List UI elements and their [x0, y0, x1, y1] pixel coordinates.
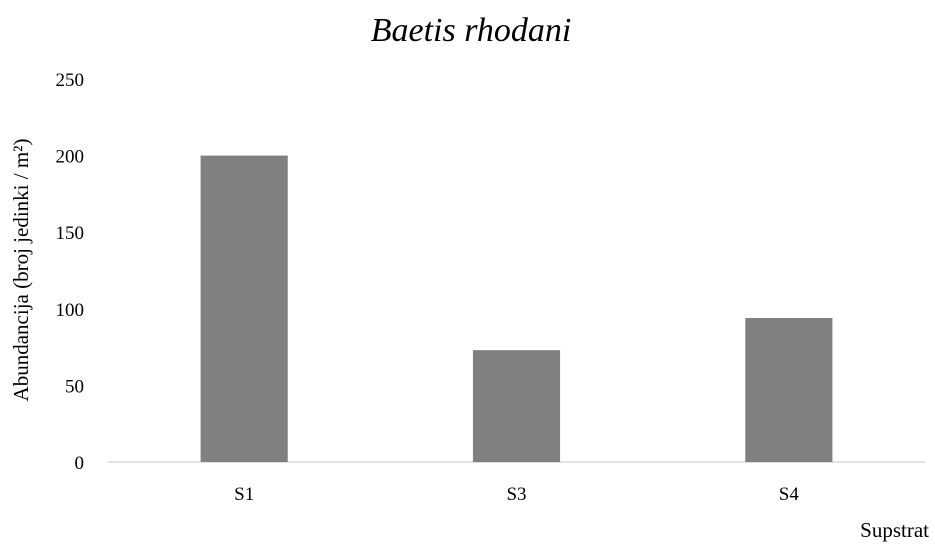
bars-group: [200, 155, 833, 462]
x-tick-label: S4: [779, 484, 800, 505]
bar-s1: [200, 155, 288, 462]
x-axis-title: Supstrat: [860, 518, 929, 542]
x-tick-label: S1: [234, 484, 254, 505]
x-tick-label: S3: [506, 484, 526, 505]
y-tick-label: 150: [56, 223, 85, 244]
bar-s3: [472, 350, 561, 462]
bar-s4: [745, 317, 833, 462]
x-axis-ticks: S1 S3 S4: [234, 484, 799, 505]
y-axis-ticks: 0 50 100 150 200 250: [56, 70, 85, 474]
y-tick-label: 250: [56, 70, 85, 91]
y-tick-label: 50: [65, 376, 84, 397]
chart-title: Baetis rhodani: [371, 12, 572, 49]
y-tick-label: 200: [56, 147, 85, 168]
y-axis-title: Abundancija (broj jedinki / m²): [9, 139, 33, 402]
y-tick-label: 0: [75, 453, 85, 474]
y-tick-label: 100: [56, 300, 85, 321]
